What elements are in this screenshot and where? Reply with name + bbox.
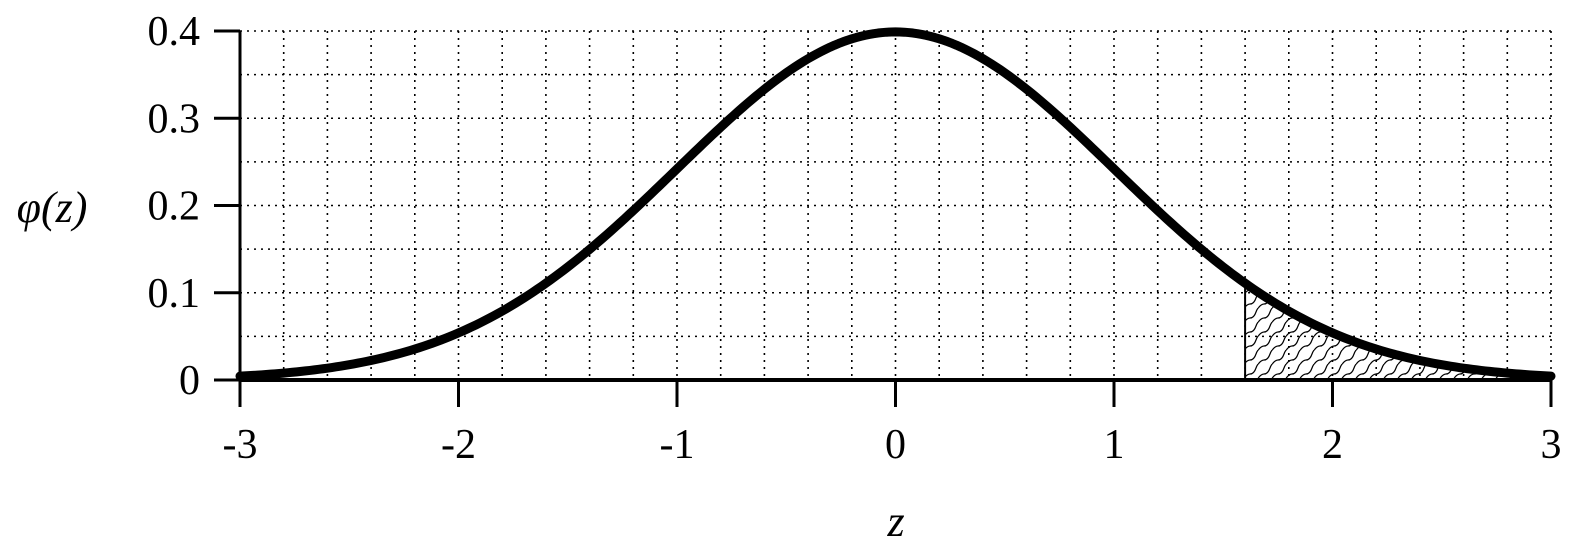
x-tick-label: 0 <box>885 422 906 468</box>
y-tick-label: 0.4 <box>148 9 201 55</box>
x-tick-label: -2 <box>441 422 476 468</box>
y-tick-label: 0 <box>179 358 200 404</box>
tick-labels: 0 0.1 0.2 0.3 0.4 -3 -2 -1 0 1 2 3 <box>148 9 1562 468</box>
y-tick-label: 0.3 <box>148 96 201 142</box>
density-curve <box>235 27 1556 381</box>
x-axis-title: z <box>886 497 904 544</box>
axes <box>214 29 1553 407</box>
y-tick-label: 0.2 <box>148 184 201 230</box>
x-tick-label: -3 <box>223 422 258 468</box>
x-tick-label: 2 <box>1322 422 1343 468</box>
x-tick-label: -1 <box>660 422 695 468</box>
y-tick-label: 0.1 <box>148 271 201 317</box>
shaded-tail-region <box>1244 281 1552 381</box>
x-tick-label: 3 <box>1541 422 1562 468</box>
y-axis-title: φ(z) <box>17 183 88 232</box>
x-tick-label: 1 <box>1104 422 1125 468</box>
grid <box>240 30 1552 380</box>
